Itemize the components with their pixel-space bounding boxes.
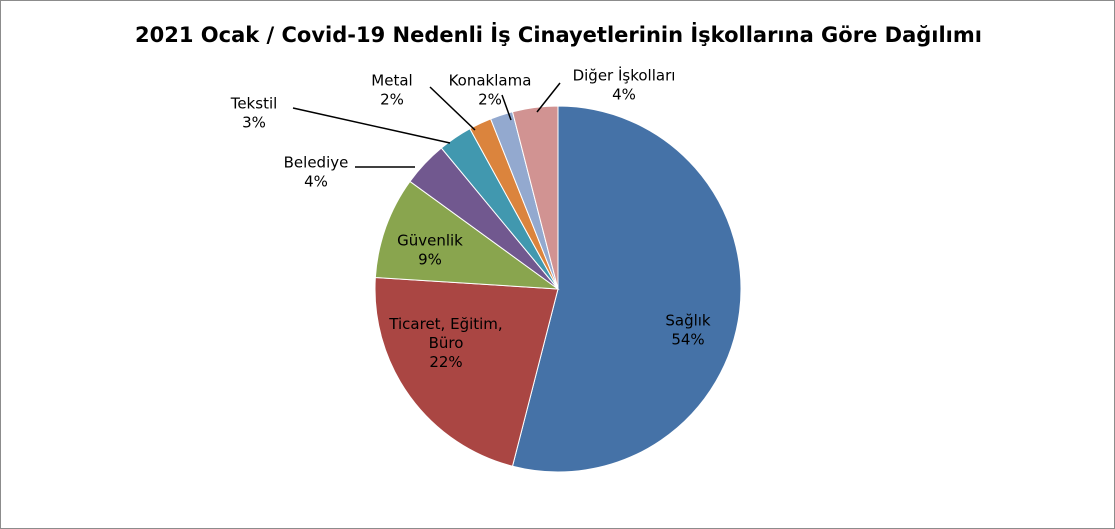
data-label-metal: Metal 2% xyxy=(371,72,412,109)
leader-line-tekstil xyxy=(292,107,451,144)
data-label-belediye: Belediye 4% xyxy=(284,154,349,191)
data-label-tekstil: Tekstil 3% xyxy=(230,95,278,132)
pie-slice-ticaret-eğitim-büro xyxy=(374,276,559,467)
data-label-güvenlik: Güvenlik 9% xyxy=(397,232,463,269)
pie-slice-sağlık xyxy=(511,105,742,473)
data-label-ticaret-eğitim-büro: Ticaret, Eğitim, Büro 22% xyxy=(388,315,502,371)
chart-title: 2021 Ocak / Covid-19 Nedenli İş Cinayetl… xyxy=(135,23,982,47)
data-label-konaklama: Konaklama 2% xyxy=(449,72,532,109)
data-label-sağlık: Sağlık 54% xyxy=(665,312,711,349)
leader-line-konaklama xyxy=(501,94,512,121)
pie-slice-güvenlik xyxy=(374,180,560,290)
leader-line-metal xyxy=(429,86,476,131)
pie-slice-diğer-i-şkolları xyxy=(511,105,559,290)
data-label-diğer-i-şkolları: Diğer İşkolları 4% xyxy=(573,66,676,104)
leader-line-diğer-i-şkolları xyxy=(536,82,561,113)
